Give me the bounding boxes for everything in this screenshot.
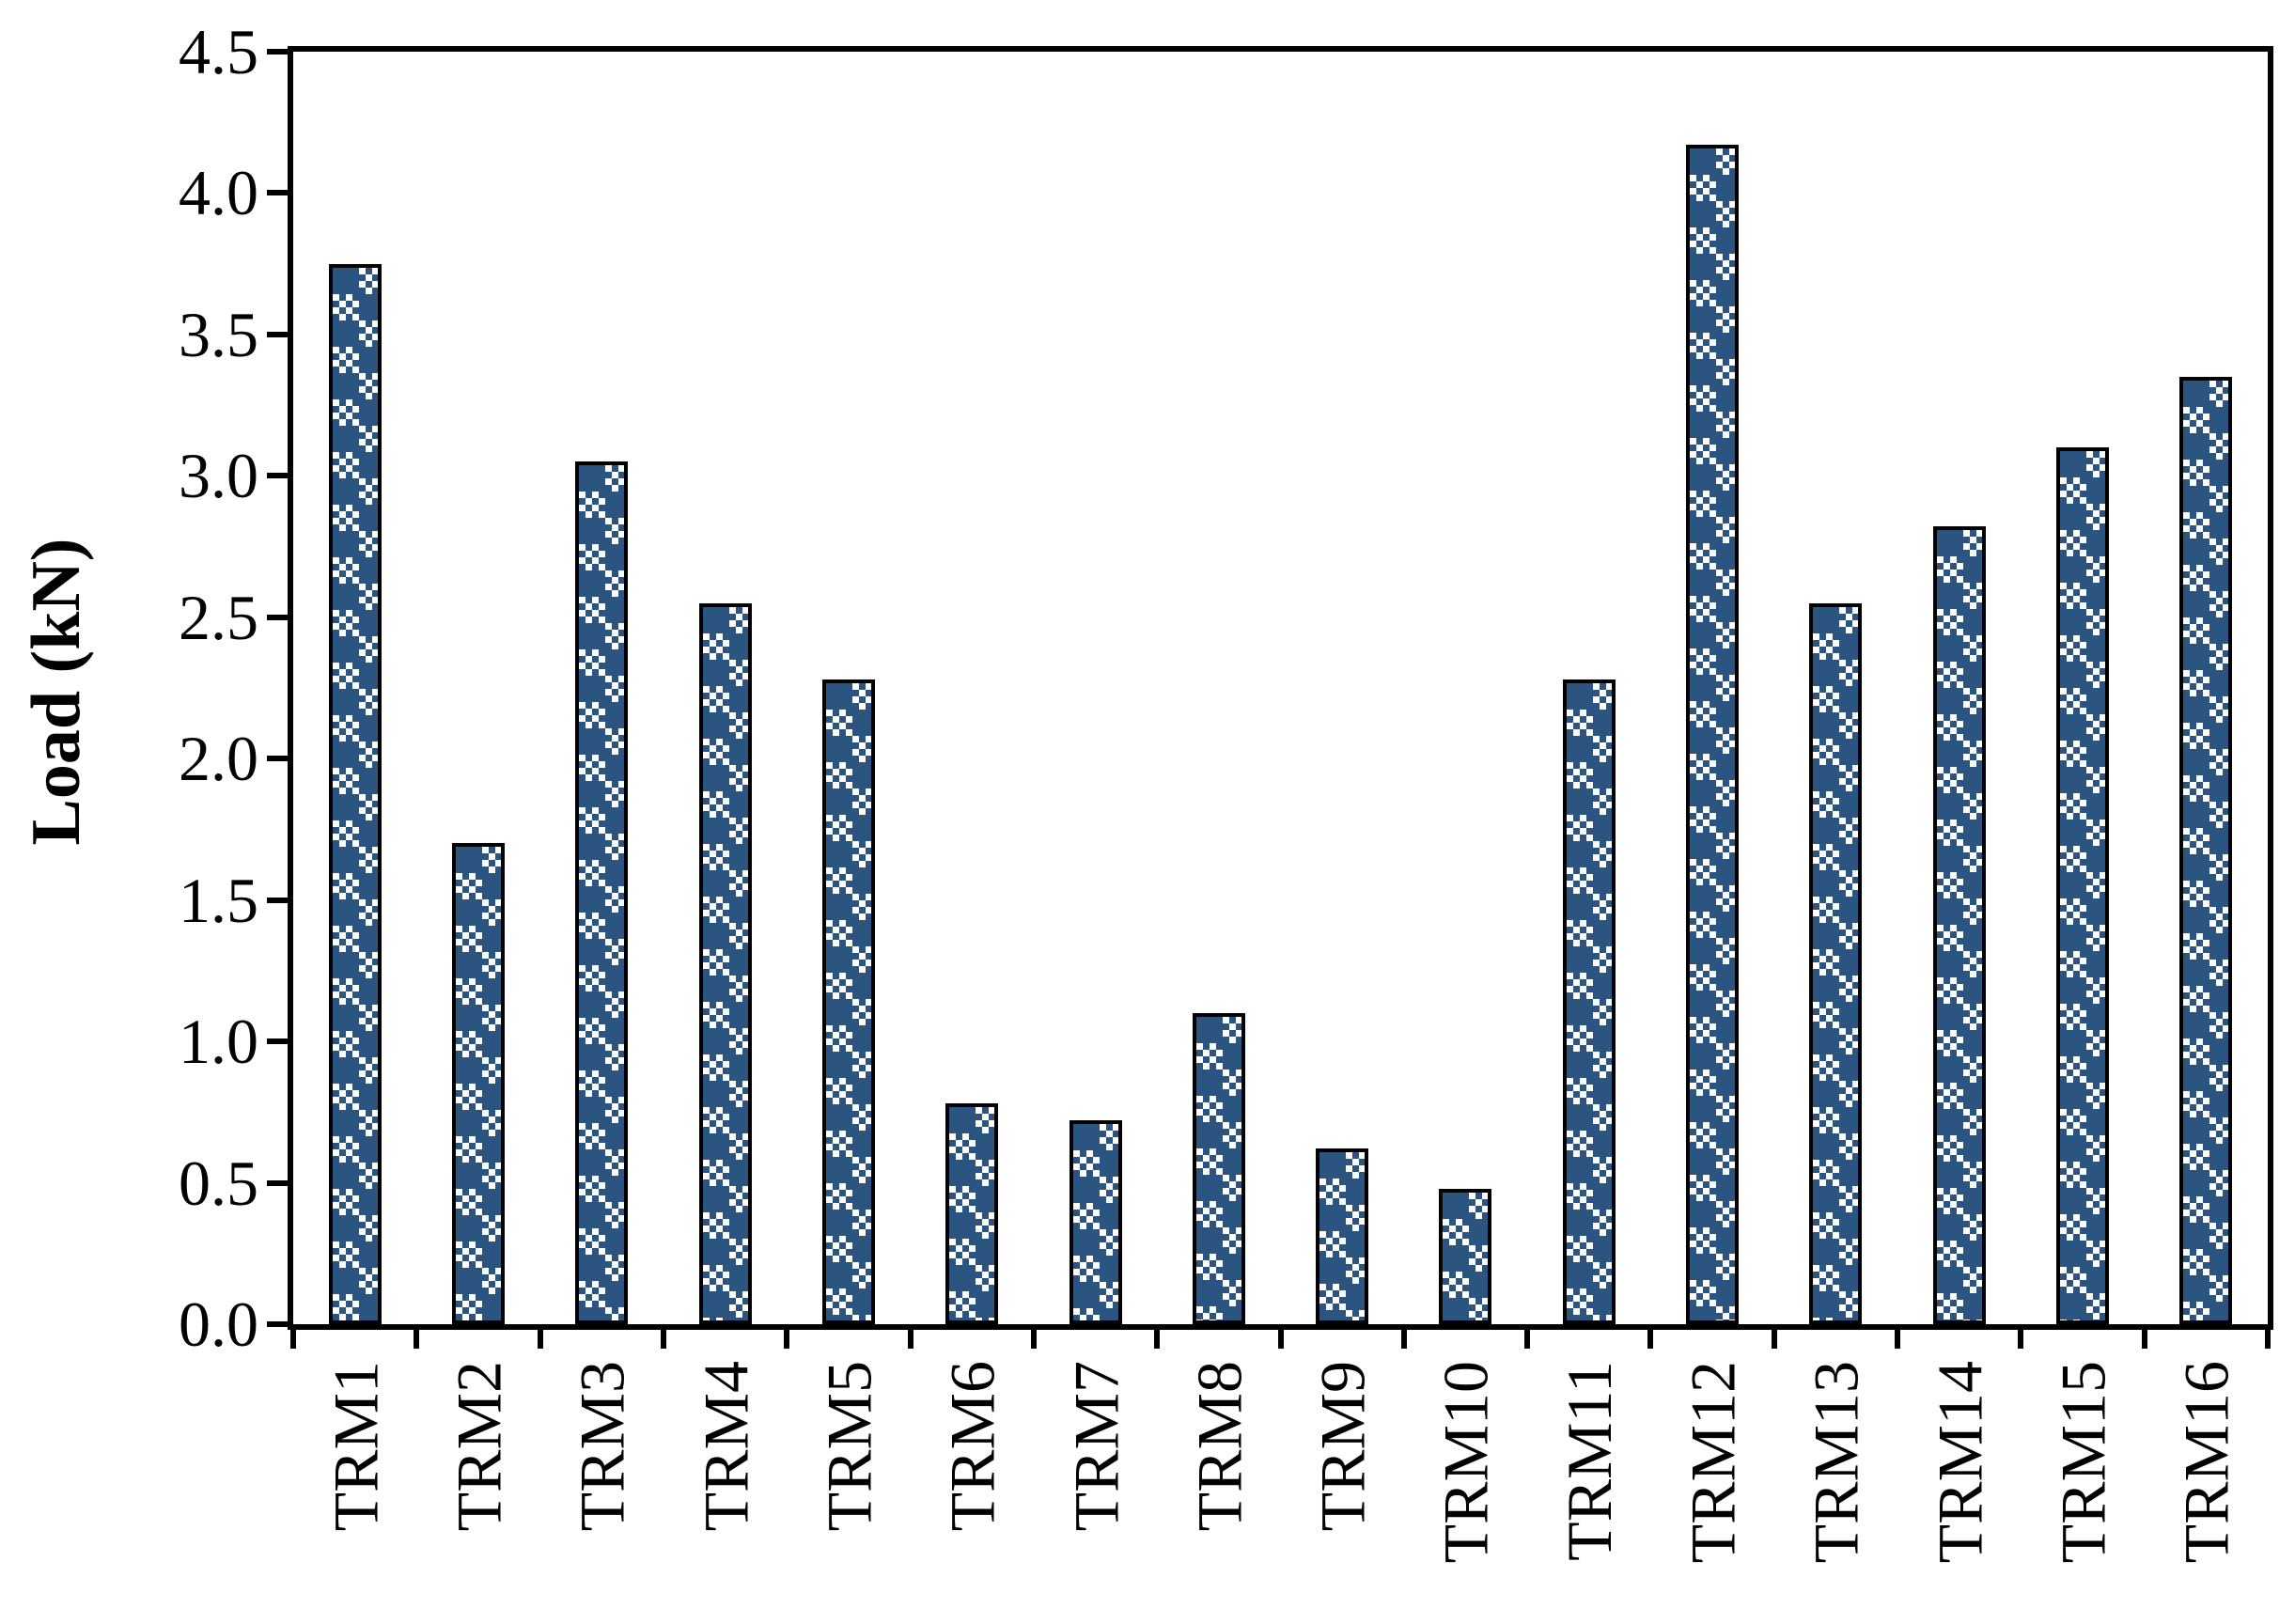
y-tick-4.0 <box>267 190 293 195</box>
y-tick-label-4.5: 4.5 <box>179 16 258 87</box>
y-tick-3.0 <box>267 473 293 478</box>
x-tick-1 <box>414 1324 419 1349</box>
bar-TRM12 <box>1686 145 1739 1324</box>
x-label-TRM6: TRM6 <box>936 1361 1007 1532</box>
y-tick-label-4.0: 4.0 <box>179 157 258 228</box>
y-tick-3.5 <box>267 332 293 337</box>
x-label-TRM9: TRM9 <box>1306 1361 1378 1532</box>
y-axis-title: Load (kN) <box>18 538 95 846</box>
bar-TRM5 <box>822 679 875 1324</box>
bar-TRM7 <box>1069 1120 1122 1324</box>
bar-TRM16 <box>2179 377 2232 1324</box>
x-tick-16 <box>2265 1324 2271 1349</box>
y-tick-4.5 <box>267 49 293 55</box>
bar-TRM9 <box>1316 1148 1368 1324</box>
y-tick-label-3.0: 3.0 <box>179 440 258 511</box>
x-label-TRM1: TRM1 <box>320 1361 391 1532</box>
x-label-TRM3: TRM3 <box>566 1361 637 1532</box>
x-tick-9 <box>1401 1324 1407 1349</box>
x-tick-10 <box>1524 1324 1530 1349</box>
x-tick-14 <box>2018 1324 2023 1349</box>
y-tick-1.5 <box>267 898 293 903</box>
x-tick-6 <box>1031 1324 1037 1349</box>
y-tick-0.5 <box>267 1180 293 1186</box>
bar-TRM13 <box>1809 603 1862 1324</box>
x-label-TRM10: TRM10 <box>1429 1361 1501 1564</box>
y-tick-label-2.0: 2.0 <box>179 723 258 794</box>
x-tick-7 <box>1154 1324 1160 1349</box>
y-tick-label-0.5: 0.5 <box>179 1148 258 1219</box>
x-tick-5 <box>908 1324 913 1349</box>
y-tick-1.0 <box>267 1038 293 1044</box>
x-tick-4 <box>784 1324 789 1349</box>
bar-TRM4 <box>699 603 752 1324</box>
x-label-TRM4: TRM4 <box>690 1361 761 1532</box>
x-label-TRM13: TRM13 <box>1800 1361 1871 1564</box>
bar-TRM3 <box>575 461 628 1324</box>
x-label-TRM12: TRM12 <box>1677 1361 1748 1564</box>
x-label-TRM2: TRM2 <box>443 1361 514 1532</box>
x-label-TRM15: TRM15 <box>2047 1361 2118 1564</box>
x-label-TRM7: TRM7 <box>1060 1361 1132 1532</box>
y-tick-2.5 <box>267 615 293 620</box>
plot-area <box>288 46 2273 1330</box>
x-label-TRM11: TRM11 <box>1553 1361 1625 1561</box>
x-label-TRM5: TRM5 <box>813 1361 884 1532</box>
x-label-TRM8: TRM8 <box>1183 1361 1255 1532</box>
y-tick-label-0.0: 0.0 <box>179 1288 258 1360</box>
bar-TRM6 <box>945 1103 998 1324</box>
x-tick-13 <box>1895 1324 1900 1349</box>
bar-TRM1 <box>329 264 382 1324</box>
x-tick-8 <box>1278 1324 1284 1349</box>
y-tick-0.0 <box>267 1321 293 1327</box>
bar-TRM10 <box>1439 1189 1491 1324</box>
x-label-TRM14: TRM14 <box>1924 1361 1995 1564</box>
x-label-TRM16: TRM16 <box>2170 1361 2241 1564</box>
y-tick-label-1.5: 1.5 <box>179 865 258 936</box>
y-tick-label-2.5: 2.5 <box>179 582 258 653</box>
bar-TRM8 <box>1193 1013 1245 1324</box>
x-tick-12 <box>1772 1324 1777 1349</box>
x-tick-0 <box>290 1324 296 1349</box>
x-tick-15 <box>2142 1324 2147 1349</box>
y-tick-label-3.5: 3.5 <box>179 299 258 370</box>
bar-TRM11 <box>1563 679 1616 1324</box>
y-tick-label-1.0: 1.0 <box>179 1006 258 1077</box>
x-tick-11 <box>1647 1324 1653 1349</box>
x-tick-3 <box>661 1324 666 1349</box>
x-tick-2 <box>538 1324 543 1349</box>
y-tick-2.0 <box>267 756 293 761</box>
bar-TRM15 <box>2056 447 2109 1324</box>
bar-TRM14 <box>1933 526 1986 1324</box>
bar-TRM2 <box>452 843 505 1324</box>
